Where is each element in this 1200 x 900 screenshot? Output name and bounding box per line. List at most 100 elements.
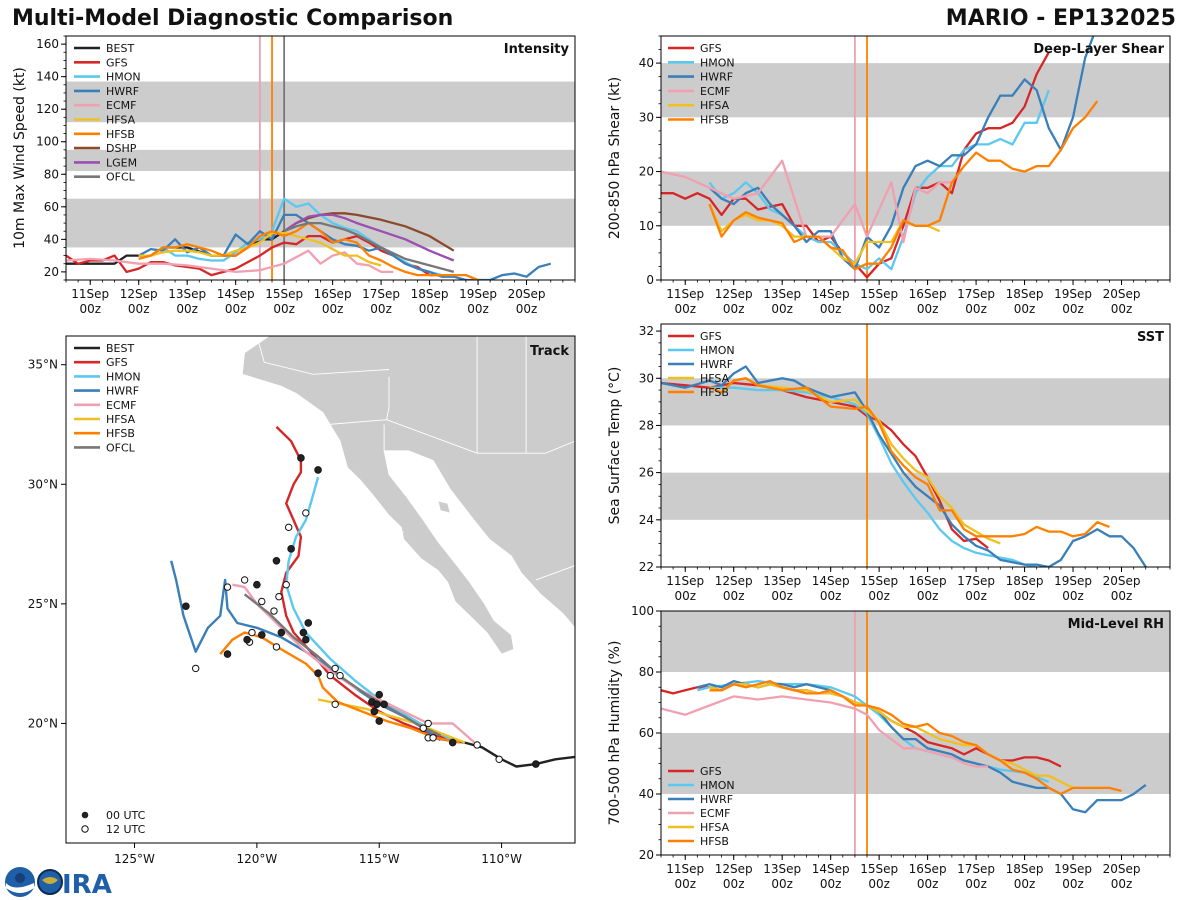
track-marker-12utc <box>473 741 481 749</box>
rh-xtick-label: 13Sep <box>763 862 801 876</box>
shear-legend-label: GFS <box>700 42 722 55</box>
intensity-xtick-label: 00z <box>273 302 295 316</box>
track-legend-label: ECMF <box>106 399 136 412</box>
land-mass <box>437 500 451 514</box>
rh-xtick-label: 00z <box>820 877 842 891</box>
track-marker-00utc <box>257 631 266 639</box>
sst-xtick-label: 12Sep <box>715 574 753 588</box>
track-marker-12utc <box>272 643 281 651</box>
sst-series-hwrf <box>661 365 1147 567</box>
shear-series-ecmf <box>661 159 952 244</box>
rh-legend-label: ECMF <box>700 807 730 820</box>
sst-ytick-label: 26 <box>639 466 654 480</box>
track-marker-12utc <box>336 671 344 680</box>
track-ytick-label: 25°N <box>28 597 58 611</box>
rh-ytick-label: 100 <box>631 604 654 618</box>
intensity-xtick-label: 18Sep <box>411 287 449 301</box>
shear-xtick-label: 00z <box>1062 302 1084 316</box>
track-marker-00utc <box>253 580 261 589</box>
sst-ytick-label: 30 <box>639 371 654 385</box>
track-marker-00utc <box>272 557 281 565</box>
intensity-xtick-label: 00z <box>370 302 392 316</box>
track-xtick-label: 110°W <box>481 852 522 866</box>
rh-series-hfsa <box>709 683 1110 790</box>
intensity-panel: 2040608010012014016011Sep00z12Sep00z13Se… <box>12 35 576 316</box>
sst-legend-label: HMON <box>700 344 735 357</box>
sst-xtick-label: 13Sep <box>763 574 801 588</box>
track-legend-label: HWRF <box>106 385 139 398</box>
intensity-xtick-label: 14Sep <box>217 287 255 301</box>
track-marker-00utc <box>243 635 251 644</box>
intensity-ytick-label: 20 <box>44 265 59 279</box>
sst-xtick-label: 17Sep <box>957 574 995 588</box>
sst-plot-area <box>661 324 1170 567</box>
sst-legend-label: HWRF <box>700 358 733 371</box>
shear-xtick-label: 17Sep <box>957 287 995 301</box>
shear-band <box>661 63 1170 118</box>
intensity-series-lgem <box>283 213 455 262</box>
track-marker-12utc <box>424 719 432 728</box>
track-legend-label: HFSB <box>106 427 135 440</box>
track-marker-00utc <box>223 650 232 658</box>
shear-legend-label: HWRF <box>700 71 733 84</box>
track-title: Track <box>530 344 569 359</box>
shear-ytick-label: 30 <box>639 110 654 124</box>
sst-xtick-label: 00z <box>1062 589 1084 603</box>
shear-xtick-label: 15Sep <box>860 287 898 301</box>
shear-xtick-label: 00z <box>1111 302 1133 316</box>
track-panel: 125°W 120°W 115°W 110°W 20°N 25°N 30°N 35°N Trac… <box>28 335 576 866</box>
intensity-ytick-label: 120 <box>36 102 59 116</box>
track-marker-12utc <box>282 581 290 589</box>
intensity-series-hfsa <box>138 231 382 267</box>
rh-series-hfsb <box>709 679 1122 796</box>
shear-ytick-label: 10 <box>639 219 654 233</box>
track-marker-00utc <box>299 628 308 637</box>
intensity-xtick-label: 00z <box>176 302 198 316</box>
rh-ytick-label: 60 <box>639 726 654 740</box>
rh-xtick-label: 16Sep <box>909 862 947 876</box>
track-marker-00utc <box>532 760 540 768</box>
intensity-ytick-label: 60 <box>44 200 59 214</box>
intensity-ytick-label: 100 <box>36 135 59 149</box>
rh-xtick-label: 15Sep <box>860 862 898 876</box>
intensity-ytick-label: 160 <box>36 37 59 51</box>
intensity-xtick-label: 00z <box>467 302 489 316</box>
shear-xtick-label: 19Sep <box>1054 287 1092 301</box>
intensity-legend-label: BEST <box>106 42 134 55</box>
track-marker-00utc <box>375 717 384 725</box>
intensity-legend-label: DSHP <box>106 142 137 155</box>
intensity-band <box>66 149 575 172</box>
track-marker-12utc <box>284 523 293 532</box>
shear-series-hfsb <box>708 100 1099 271</box>
track-marker-00utc <box>370 707 379 716</box>
rh-series-ecmf <box>661 695 989 768</box>
sst-xtick-label: 14Sep <box>812 574 850 588</box>
rh-ytick-label: 20 <box>639 848 654 862</box>
sst-panel: 22242628303211Sep00z12Sep00z13Sep00z14Se… <box>607 323 1171 603</box>
rh-xtick-label: 00z <box>771 877 793 891</box>
track-marker-00utc <box>380 700 388 709</box>
intensity-xtick-label: 20Sep <box>508 287 546 301</box>
shear-xtick-label: 14Sep <box>812 287 850 301</box>
shear-xtick-label: 13Sep <box>763 287 801 301</box>
border-line <box>256 336 390 375</box>
cira-wordmark: IRA <box>62 870 112 898</box>
sst-ytick-label: 22 <box>639 560 654 574</box>
rh-ytick-label: 80 <box>639 665 654 679</box>
rh-xtick-label: 00z <box>965 877 987 891</box>
sst-ylabel: Sea Surface Temp (°C) <box>607 367 623 525</box>
track-hmon <box>285 476 454 742</box>
rh-panel: 2040608010011Sep00z12Sep00z13Sep00z14Sep… <box>607 604 1171 891</box>
sst-xtick-label: 00z <box>1111 589 1133 603</box>
intensity-legend-label: LGEM <box>106 156 137 169</box>
marker-legend-12utc <box>81 825 89 833</box>
shear-legend-label: HFSB <box>700 114 729 127</box>
rh-title: Mid-Level RH <box>1068 617 1164 632</box>
track-marker-00utc <box>448 738 457 747</box>
intensity-xtick-label: 00z <box>128 302 150 316</box>
sst-xtick-label: 00z <box>674 589 696 603</box>
marker-legend-label: 12 UTC <box>106 823 146 836</box>
intensity-legend-label: HMON <box>106 71 141 84</box>
rh-legend-label: HFSA <box>700 821 730 834</box>
shear-xtick-label: 00z <box>868 302 890 316</box>
